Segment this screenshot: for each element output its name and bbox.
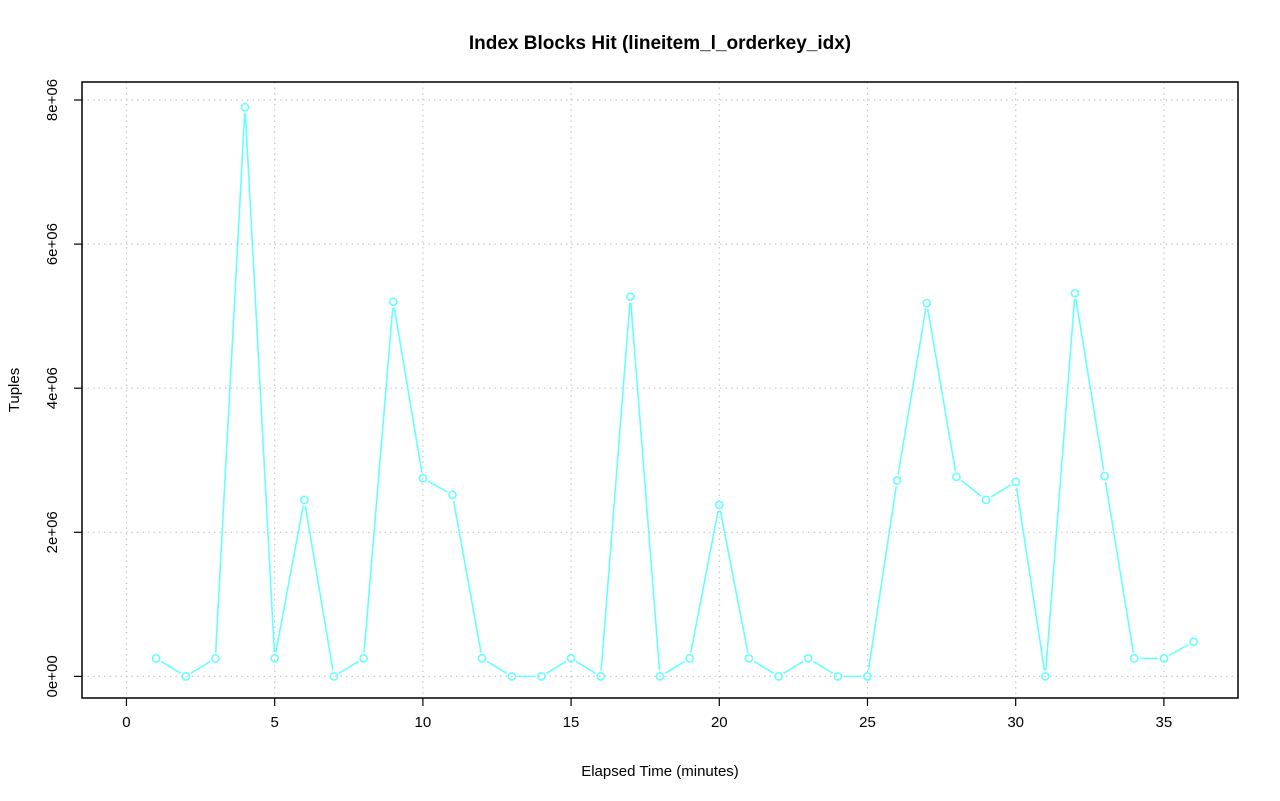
series-line-segment — [926, 308, 957, 472]
data-point — [329, 671, 339, 681]
data-point — [151, 653, 161, 663]
y-axis: 0e+00 2e+06 4e+06 6e+06 8e+06 — [44, 79, 82, 697]
data-point — [418, 473, 428, 483]
y-tick-label: 0e+00 — [44, 655, 61, 697]
series-line-segment — [214, 113, 246, 653]
y-tick-label: 6e+06 — [44, 223, 61, 265]
series-line-segment — [244, 113, 276, 653]
data-point — [1070, 288, 1080, 298]
x-tick-label: 5 — [270, 714, 278, 731]
series-line-segment — [897, 308, 927, 475]
x-tick-label: 20 — [711, 714, 728, 731]
y-axis-label: Tuples — [6, 368, 23, 412]
data-point — [892, 476, 902, 485]
data-point — [596, 671, 606, 681]
data-point — [1189, 637, 1198, 647]
series-line-segment — [1075, 298, 1105, 471]
series-line-segment — [1015, 487, 1046, 671]
data-point — [477, 653, 487, 663]
x-axis-label: Elapsed Time (minutes) — [581, 763, 739, 780]
data-point — [625, 292, 635, 302]
data-point — [714, 500, 724, 510]
data-point — [952, 472, 961, 482]
series-line-segment — [190, 660, 211, 674]
x-tick-label: 35 — [1156, 714, 1173, 731]
series-line-segment — [393, 307, 423, 473]
series-line-segment — [783, 660, 804, 674]
series-line-segment — [600, 302, 631, 671]
x-axis: 0 5 10 15 20 25 30 35 — [122, 698, 1172, 731]
data-point — [655, 671, 665, 681]
data-point — [359, 653, 368, 663]
data-point — [448, 490, 457, 500]
data-point — [299, 495, 309, 505]
series-line-segment — [990, 484, 1011, 498]
data-point — [537, 671, 546, 681]
data-point — [240, 102, 250, 112]
series-line-segment — [630, 302, 661, 671]
data-point — [1159, 653, 1169, 663]
data-point — [833, 671, 843, 681]
data-point — [507, 671, 517, 681]
series-line-segment — [363, 307, 394, 653]
series-line-segment — [575, 660, 597, 674]
data-point — [803, 653, 813, 663]
x-tick-label: 15 — [563, 714, 580, 731]
series-line-segment — [664, 660, 685, 674]
series-line-segment — [1168, 644, 1189, 657]
data-point — [1011, 477, 1021, 487]
y-tick-label: 8e+06 — [44, 79, 61, 121]
data-point — [1040, 671, 1050, 681]
data-point — [270, 653, 280, 663]
series-line-segment — [338, 660, 359, 674]
plot-frame — [81, 81, 1239, 699]
data-point — [981, 495, 991, 505]
y-tick-label: 2e+06 — [44, 511, 61, 553]
data-point — [744, 653, 754, 663]
series-line-segment — [812, 660, 834, 674]
series-line-segment — [1044, 299, 1076, 671]
data-point — [566, 653, 576, 663]
series-line-segment — [753, 660, 774, 674]
series-line-segment — [1104, 481, 1135, 653]
series-line-segment — [427, 480, 448, 493]
data-point — [685, 653, 695, 663]
data-point — [1129, 653, 1139, 663]
data-point — [1100, 471, 1110, 481]
data-point — [774, 671, 783, 681]
series-line-segment — [452, 500, 482, 653]
x-tick-label: 25 — [859, 714, 876, 731]
y-tick-label: 4e+06 — [44, 367, 61, 409]
data-point — [388, 297, 398, 307]
series-line-segment — [486, 660, 508, 674]
series-line-segment — [304, 505, 334, 671]
series-line-segment — [960, 479, 982, 497]
series-line-segment — [160, 660, 182, 674]
data-series — [151, 102, 1198, 681]
data-point — [863, 671, 872, 681]
series-line-segment — [867, 486, 898, 671]
series-line-segment — [546, 660, 567, 674]
chart-title: Index Blocks Hit (lineitem_l_orderkey_id… — [469, 33, 851, 54]
x-tick-label: 10 — [415, 714, 432, 731]
series-line-segment — [689, 510, 719, 653]
data-point — [922, 298, 932, 308]
grid-lines — [82, 82, 1238, 698]
data-point — [210, 653, 220, 663]
data-point — [181, 671, 191, 681]
series-line-segment — [719, 510, 749, 653]
series-line-segment — [274, 505, 304, 653]
x-tick-label: 0 — [122, 714, 130, 731]
x-tick-label: 30 — [1007, 714, 1024, 731]
